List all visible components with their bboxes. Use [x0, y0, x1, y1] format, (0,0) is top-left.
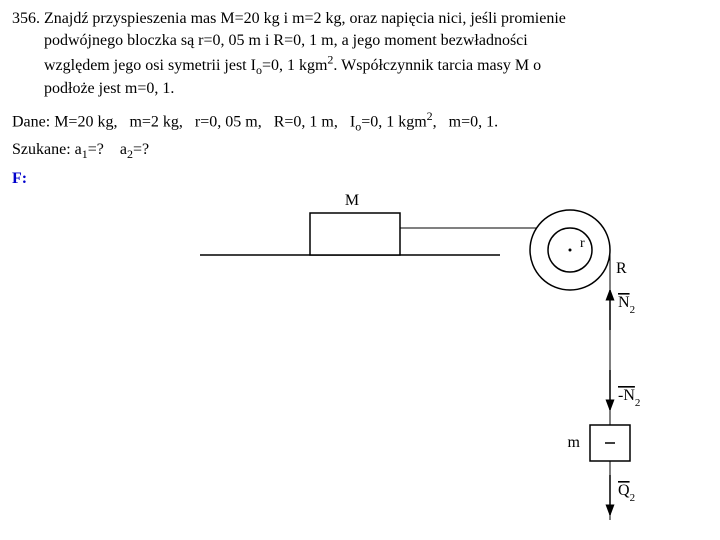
- problem-statement: 356. Znajdź przyspieszenia mas M=20 kg i…: [12, 8, 708, 99]
- problem-line1: Znajdź przyspieszenia mas M=20 kg i m=2 …: [44, 10, 566, 27]
- pulley-center: [569, 249, 572, 252]
- problem-line4: podłoże jest m=0, 1.: [12, 80, 174, 97]
- Q2-label: Q2: [618, 482, 635, 504]
- N2-label: N2: [618, 294, 635, 316]
- given-data: Dane: M=20 kg, m=2 kg, r=0, 05 m, R=0, 1…: [12, 109, 708, 135]
- block-M-label: M: [345, 192, 359, 209]
- problem-line2: podwójnego bloczka są r=0, 05 m i R=0, 1…: [12, 32, 528, 49]
- R-label: R: [616, 260, 627, 277]
- sought-data: Szukane: a1=? a2=?: [12, 141, 708, 162]
- neg-N2-label: -N2: [618, 387, 640, 409]
- problem-line3: względem jego osi symetrii jest Io=0, 1 …: [12, 57, 541, 74]
- physics-diagram: M r R N2 -N2 m Q2: [180, 175, 700, 535]
- problem-number: 356.: [12, 10, 40, 27]
- r-label: r: [580, 236, 585, 251]
- block-m-label: m: [568, 434, 581, 451]
- block-M: [310, 213, 400, 255]
